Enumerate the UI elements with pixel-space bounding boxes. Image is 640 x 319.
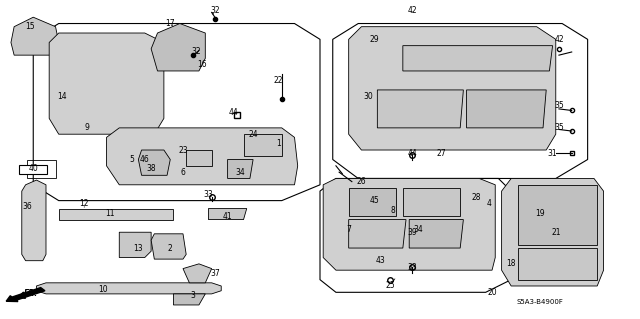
Text: 13: 13 [134,243,143,253]
Polygon shape [349,219,406,248]
Polygon shape [36,283,221,294]
Text: 33: 33 [408,263,417,271]
Polygon shape [518,185,597,245]
Polygon shape [349,27,556,150]
Polygon shape [119,232,151,257]
Text: 42: 42 [554,35,564,44]
Text: 25: 25 [385,281,395,291]
Text: 18: 18 [506,259,516,268]
Polygon shape [11,17,59,55]
Text: 5: 5 [129,155,134,164]
Polygon shape [151,24,205,71]
Text: 35: 35 [554,123,564,132]
Polygon shape [323,178,495,270]
Polygon shape [209,209,246,219]
Text: 39: 39 [408,228,417,237]
Text: 44: 44 [408,149,417,158]
Polygon shape [349,188,396,216]
Text: 24: 24 [248,130,258,139]
Text: FR.: FR. [24,289,38,298]
Text: 37: 37 [210,269,220,278]
Text: 1: 1 [276,139,281,148]
Text: 26: 26 [356,177,366,186]
Polygon shape [186,150,212,166]
Text: 30: 30 [363,92,372,101]
Polygon shape [22,180,46,261]
Text: 22: 22 [274,76,284,85]
Text: 28: 28 [472,193,481,202]
FancyArrow shape [6,287,45,301]
Polygon shape [173,294,205,305]
Text: 38: 38 [147,165,156,174]
Text: 31: 31 [548,149,557,158]
Text: S5A3-B4900F: S5A3-B4900F [516,299,563,305]
Text: 6: 6 [180,168,186,177]
Text: 11: 11 [105,209,115,218]
Text: 15: 15 [25,22,35,31]
Polygon shape [403,46,552,71]
Text: 23: 23 [178,145,188,154]
Text: 45: 45 [369,196,379,205]
Polygon shape [409,219,463,248]
Text: 7: 7 [346,225,351,234]
Text: 40: 40 [28,165,38,174]
Text: 34: 34 [414,225,424,234]
Polygon shape [502,178,604,286]
Text: 27: 27 [436,149,446,158]
Polygon shape [378,90,463,128]
Text: 42: 42 [408,6,417,15]
Text: 32: 32 [210,6,220,15]
Text: 9: 9 [85,123,90,132]
Polygon shape [59,209,173,219]
Polygon shape [49,33,164,134]
Text: 29: 29 [369,35,379,44]
Text: 14: 14 [57,92,67,101]
Polygon shape [467,90,546,128]
Polygon shape [403,188,460,216]
Text: 35: 35 [554,101,564,110]
Text: 17: 17 [166,19,175,28]
Text: 12: 12 [79,199,89,208]
Text: 8: 8 [391,206,396,215]
Text: 21: 21 [551,228,561,237]
Text: 44: 44 [229,108,239,116]
Polygon shape [106,128,298,185]
Text: 36: 36 [22,203,32,211]
Text: 41: 41 [223,212,232,221]
Polygon shape [228,160,253,178]
Polygon shape [138,150,170,175]
Text: 10: 10 [99,285,108,294]
Polygon shape [151,234,186,259]
FancyBboxPatch shape [19,165,47,174]
Text: 2: 2 [168,243,173,253]
Text: 16: 16 [197,60,207,69]
Text: 32: 32 [191,48,200,56]
Text: 33: 33 [204,190,213,199]
Polygon shape [183,264,212,283]
Polygon shape [244,134,282,156]
Text: 3: 3 [190,291,195,300]
Text: 20: 20 [487,288,497,297]
Text: 43: 43 [376,256,385,265]
Text: 34: 34 [236,168,245,177]
Text: 19: 19 [535,209,545,218]
Polygon shape [518,248,597,280]
Text: 4: 4 [486,199,492,208]
Text: 46: 46 [140,155,150,164]
